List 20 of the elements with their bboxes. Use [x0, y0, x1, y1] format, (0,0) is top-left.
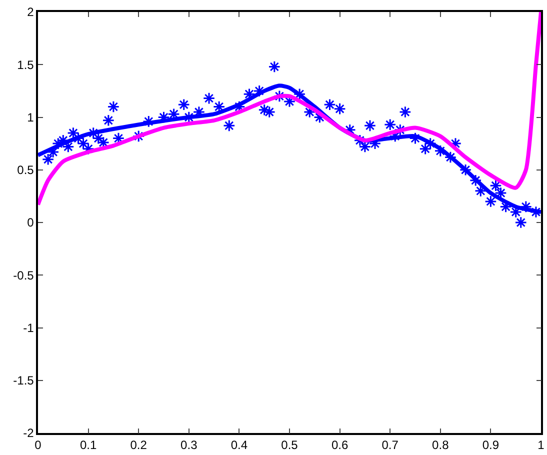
x-tick-label: 0.1	[80, 438, 97, 452]
y-tick-label: -0.5	[13, 268, 34, 282]
x-tick-label: 0.3	[180, 438, 198, 452]
y-tick-label: 0	[27, 216, 34, 230]
y-tick-label: 1.5	[17, 58, 34, 72]
x-tick-label: 0.2	[130, 438, 148, 452]
y-tick-label: -1.5	[13, 374, 34, 388]
x-tick-label: 0.6	[331, 438, 348, 452]
x-tick-label: 1	[538, 438, 545, 452]
y-tick-label: -2	[23, 426, 34, 440]
x-tick-label: 0.4	[230, 438, 248, 452]
x-tick-label: 0.7	[382, 438, 399, 452]
y-tick-label: 1	[27, 110, 34, 124]
x-tick-label: 0.5	[281, 438, 298, 452]
x-tick-label: 0.8	[432, 438, 450, 452]
x-tick-label: 0.9	[482, 438, 500, 452]
y-tick-label: 0.5	[17, 163, 34, 178]
y-tick-label: -1	[23, 320, 34, 335]
line-series	[38, 12, 541, 207]
y-tick-label: 2	[27, 5, 34, 20]
